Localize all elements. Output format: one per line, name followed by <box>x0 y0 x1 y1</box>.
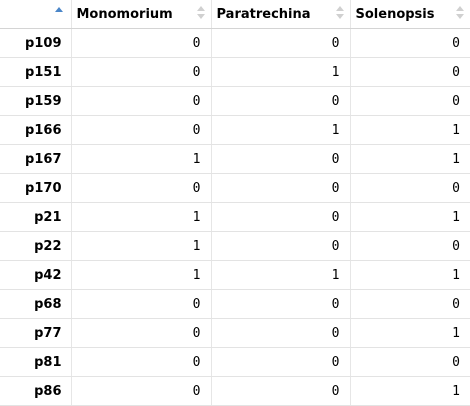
column-header-monomorium[interactable]: Monomorium <box>70 0 211 29</box>
table-row: p166 0 1 1 <box>0 115 470 145</box>
table-cell: 0 <box>349 173 470 203</box>
table-row: p151 0 1 0 <box>0 57 470 87</box>
table-cell: 1 <box>349 318 470 348</box>
column-header-paratrechina[interactable]: Paratrechina <box>210 0 350 29</box>
table-cell: 1 <box>349 115 470 145</box>
table-cell: 0 <box>349 57 470 87</box>
table-cell: 0 <box>70 318 211 348</box>
row-name: p170 <box>0 173 71 203</box>
header-row: Monomorium Paratrechina Solenopsis <box>0 0 470 29</box>
table-cell: 0 <box>70 57 211 87</box>
table-cell: 0 <box>349 347 470 377</box>
row-name: p167 <box>0 144 71 174</box>
table-row: p109 0 0 0 <box>0 28 470 58</box>
table-cell: 1 <box>210 115 350 145</box>
row-name: p86 <box>0 376 71 406</box>
column-header-label: Paratrechina <box>216 6 311 22</box>
rownames-header[interactable] <box>0 0 71 29</box>
table-row: p86 0 0 1 <box>0 376 470 406</box>
table-cell: 0 <box>210 289 350 319</box>
table-row: p68 0 0 0 <box>0 289 470 319</box>
table-cell: 0 <box>210 376 350 406</box>
table-cell: 0 <box>210 318 350 348</box>
column-header-solenopsis[interactable]: Solenopsis <box>349 0 470 29</box>
table-cell: 0 <box>70 115 211 145</box>
sort-both-icon[interactable] <box>456 6 464 20</box>
table-cell: 0 <box>70 86 211 116</box>
row-name: p151 <box>0 57 71 87</box>
table-row: p81 0 0 0 <box>0 347 470 377</box>
table-cell: 0 <box>210 144 350 174</box>
table-row: p21 1 0 1 <box>0 202 470 232</box>
table-cell: 0 <box>349 86 470 116</box>
table-cell: 1 <box>70 144 211 174</box>
table-row: p77 0 0 1 <box>0 318 470 348</box>
table-cell: 1 <box>349 202 470 232</box>
row-name: p166 <box>0 115 71 145</box>
table-cell: 0 <box>349 231 470 261</box>
row-name: p22 <box>0 231 71 261</box>
table-cell: 1 <box>210 57 350 87</box>
column-header-label: Monomorium <box>76 6 173 22</box>
sort-ascending-icon[interactable] <box>55 7 63 12</box>
table-cell: 1 <box>349 144 470 174</box>
row-name: p21 <box>0 202 71 232</box>
table-cell: 0 <box>349 289 470 319</box>
table-cell: 0 <box>210 86 350 116</box>
table-cell: 1 <box>349 260 470 290</box>
table-cell: 0 <box>210 202 350 232</box>
table-row: p42 1 1 1 <box>0 260 470 290</box>
table-cell: 0 <box>210 28 350 58</box>
table-row: p22 1 0 0 <box>0 231 470 261</box>
table-cell: 0 <box>70 347 211 377</box>
table-cell: 1 <box>70 202 211 232</box>
table-cell: 1 <box>70 231 211 261</box>
table-row: p167 1 0 1 <box>0 144 470 174</box>
table-cell: 0 <box>349 28 470 58</box>
table-cell: 0 <box>210 173 350 203</box>
table-cell: 0 <box>210 231 350 261</box>
table-cell: 0 <box>70 289 211 319</box>
table-row: p170 0 0 0 <box>0 173 470 203</box>
table-cell: 0 <box>70 173 211 203</box>
sort-both-icon[interactable] <box>196 6 205 20</box>
table-cell: 0 <box>70 28 211 58</box>
row-name: p68 <box>0 289 71 319</box>
table-row: p159 0 0 0 <box>0 86 470 116</box>
sort-both-icon[interactable] <box>335 6 344 20</box>
row-name: p159 <box>0 86 71 116</box>
table-cell: 0 <box>210 347 350 377</box>
column-header-label: Solenopsis <box>355 6 435 22</box>
table-cell: 1 <box>210 260 350 290</box>
table-body: p109 0 0 0 p151 0 1 0 p159 0 0 0 p166 0 1 1 p167 1 0 1 p170 0… <box>0 28 470 406</box>
table-cell: 0 <box>70 376 211 406</box>
row-name: p109 <box>0 28 71 58</box>
row-name: p81 <box>0 347 71 377</box>
row-name: p42 <box>0 260 71 290</box>
row-name: p77 <box>0 318 71 348</box>
table-cell: 1 <box>70 260 211 290</box>
table-cell: 1 <box>349 376 470 406</box>
